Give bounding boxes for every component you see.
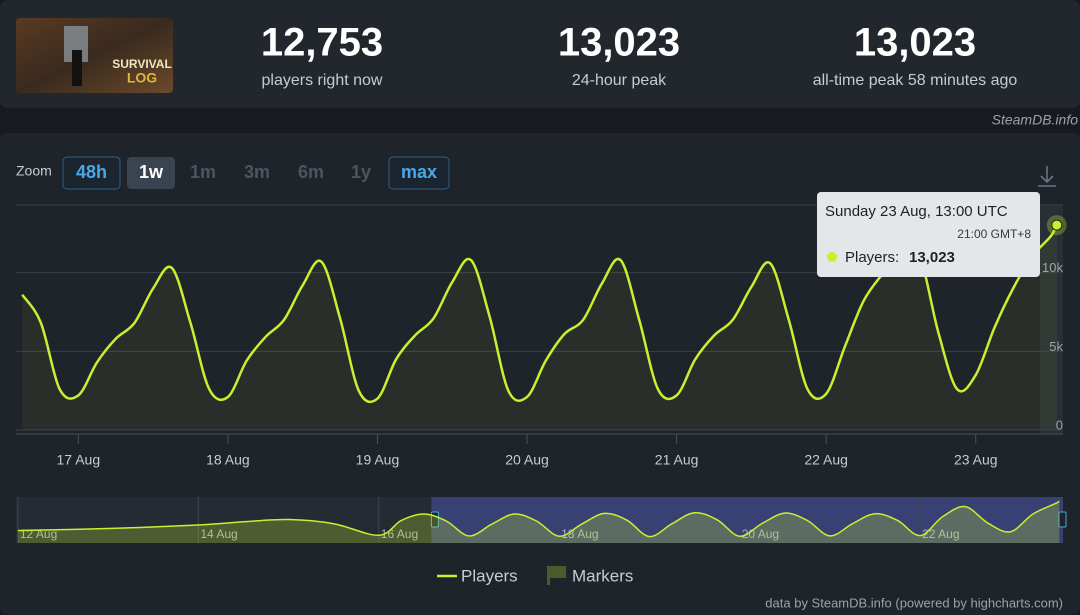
zoom-option[interactable]: 3m xyxy=(244,162,270,182)
y-tick-label: 0 xyxy=(1056,417,1063,432)
zoom-button[interactable] xyxy=(62,156,121,190)
navigator-label: 14 Aug xyxy=(200,527,237,541)
zoom-button[interactable] xyxy=(388,156,450,190)
tooltip xyxy=(817,192,1040,277)
download-icon[interactable] xyxy=(1038,166,1056,187)
x-tick-label: 19 Aug xyxy=(356,452,400,468)
hover-point xyxy=(1051,219,1063,231)
tooltip-value: 13,023 xyxy=(909,249,955,266)
zoom-button[interactable] xyxy=(127,157,175,189)
zoom-option[interactable]: 48h xyxy=(76,162,107,182)
stat-label: players right now xyxy=(262,72,383,89)
stat-value: 13,023 xyxy=(854,21,976,65)
legend-swatch[interactable] xyxy=(550,566,566,578)
stat-value: 13,023 xyxy=(558,21,680,65)
x-tick-label: 17 Aug xyxy=(57,452,101,468)
game-logo xyxy=(16,18,173,93)
y-tick-label: 10k xyxy=(1042,260,1063,275)
x-tick-label: 23 Aug xyxy=(954,452,998,468)
stat-label: all-time peak 58 minutes ago xyxy=(813,72,1018,89)
y-axis-band xyxy=(1040,205,1063,434)
zoom-option[interactable]: max xyxy=(401,162,437,182)
navigator-handle[interactable] xyxy=(1058,511,1067,528)
legend-swatch[interactable] xyxy=(547,566,550,585)
line xyxy=(17,500,1060,538)
navigator-selection[interactable] xyxy=(431,497,1063,543)
zoom-option[interactable]: 1y xyxy=(351,162,371,182)
zoom-option[interactable]: 1m xyxy=(190,162,216,182)
legend-item[interactable]: Markers xyxy=(572,566,633,585)
y-tick-label: 5k xyxy=(1049,339,1063,354)
credits[interactable]: data by SteamDB.info (powered by highcha… xyxy=(765,595,1063,610)
stat-value: 12,753 xyxy=(261,21,383,65)
x-tick-label: 22 Aug xyxy=(804,452,848,468)
x-tick-label: 20 Aug xyxy=(505,452,549,468)
tooltip-label: Players: xyxy=(845,249,899,266)
area xyxy=(17,501,1060,543)
zoom-option[interactable]: 1w xyxy=(139,162,164,182)
logo-text: LOG xyxy=(127,70,157,86)
navigator-label: 22 Aug xyxy=(922,527,959,541)
navigator-label: 18 Aug xyxy=(561,527,598,541)
x-tick-label: 18 Aug xyxy=(206,452,250,468)
area xyxy=(22,225,1057,430)
logo-figure xyxy=(72,50,82,86)
stat-label: 24-hour peak xyxy=(572,72,667,89)
legend-item[interactable]: Players xyxy=(461,566,518,585)
zoom-label: Zoom xyxy=(16,163,52,179)
tooltip-dot xyxy=(827,252,837,262)
watermark: SteamDB.info xyxy=(992,112,1079,128)
x-tick-label: 21 Aug xyxy=(655,452,699,468)
tooltip-subtitle: 21:00 GMT+8 xyxy=(957,227,1031,241)
tooltip-title: Sunday 23 Aug, 13:00 UTC xyxy=(825,203,1008,220)
zoom-option[interactable]: 6m xyxy=(298,162,324,182)
stats-panel xyxy=(0,0,1080,108)
logo-text: SURVIVAL xyxy=(112,57,172,71)
